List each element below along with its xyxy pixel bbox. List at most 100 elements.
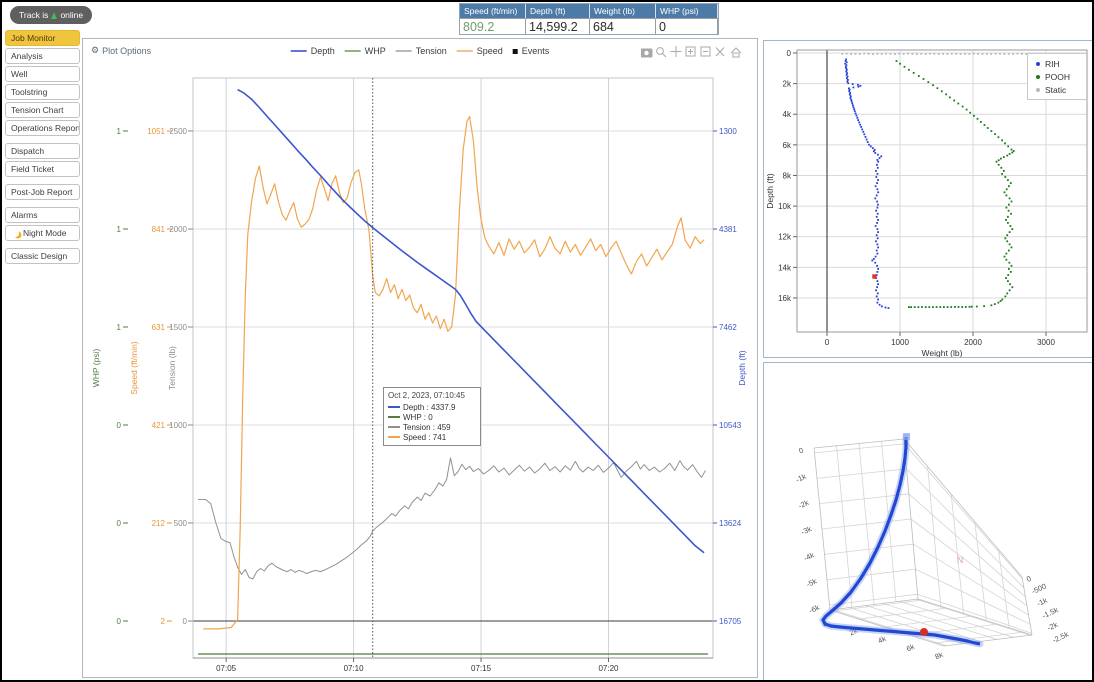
axis-box-edge: [903, 438, 1023, 578]
grid-line-3d: [998, 549, 1010, 628]
legend-item-speed[interactable]: Speed: [456, 46, 503, 56]
sidebar-item-dispatch[interactable]: Dispatch: [5, 143, 80, 159]
reset-axes-icon[interactable]: [730, 47, 742, 58]
wellhead-marker: [903, 433, 910, 440]
data-point: [1006, 234, 1009, 237]
sidebar-item-field-ticket[interactable]: Field Ticket: [5, 161, 80, 177]
data-point: [910, 306, 912, 308]
legend-label: Tension: [415, 46, 447, 56]
legend-dot-swatch: [1036, 61, 1040, 66]
data-point: [994, 52, 997, 55]
sidebar-item-post-job-report[interactable]: Post-Job Report: [5, 184, 80, 200]
data-point: [876, 301, 879, 304]
data-point: [846, 72, 848, 75]
data-point: [863, 133, 866, 136]
sidebar-item-tension-chart[interactable]: Tension Chart: [5, 102, 80, 118]
data-point: [875, 289, 877, 292]
scatter-legend-item-pooh[interactable]: POOH: [1030, 70, 1084, 83]
data-point: [845, 52, 848, 55]
data-point: [942, 52, 944, 55]
data-point: [859, 84, 862, 87]
weight-depth-panel: 0 1000 2000 3000 0 2k 4k 6k 8k 10k 12k 14k 16k Weight…: [763, 40, 1093, 358]
data-point: [874, 255, 877, 258]
z-tick-label: -6k: [808, 603, 821, 616]
data-point: [875, 274, 878, 276]
tension-tick-label: 1500: [169, 323, 187, 332]
depth-tick-label: 4k: [783, 110, 792, 119]
data-point: [924, 53, 927, 55]
data-point: [1010, 200, 1013, 203]
rect-shape: [685, 46, 696, 57]
z-tick-label: -3k: [800, 524, 813, 537]
data-point: [845, 58, 847, 61]
sidebar-item-alarms[interactable]: Alarms: [5, 207, 80, 223]
zoom-out-icon[interactable]: [700, 46, 711, 57]
legend-line-swatch: [290, 50, 307, 52]
data-point: [876, 237, 879, 240]
data-point: [933, 53, 936, 55]
path-shape: [730, 47, 742, 54]
legend-item-depth[interactable]: Depth: [290, 46, 335, 56]
scatter-legend-item-rih[interactable]: RIH: [1030, 57, 1084, 70]
zoom-in-icon[interactable]: [685, 46, 696, 57]
data-point: [850, 53, 852, 55]
pan-icon[interactable]: [670, 46, 682, 57]
data-point: [932, 84, 934, 87]
stats-value-row: 809.2 14,599.2 684 0: [460, 18, 718, 34]
weight-tick-label: 0: [825, 338, 830, 347]
data-point: [957, 306, 960, 308]
data-point: [1008, 203, 1010, 206]
sidebar-item-classic-design[interactable]: Classic Design: [5, 248, 80, 264]
scatter-legend-item-static[interactable]: Static: [1030, 83, 1084, 96]
data-point: [903, 65, 906, 68]
moon-icon: [12, 230, 19, 237]
north-label: N: [957, 555, 964, 565]
legend-item-events[interactable]: Events: [512, 46, 550, 56]
speed-axis-title: Speed (ft/min): [129, 341, 139, 395]
legend-label: Events: [521, 46, 550, 56]
sidebar-item-night-mode[interactable]: Night Mode: [5, 225, 80, 241]
weight-tick-label: 2000: [964, 338, 982, 347]
data-point: [853, 110, 856, 113]
autoscale-icon[interactable]: [715, 47, 725, 57]
sidebar-item-label: Well: [11, 68, 28, 79]
data-point: [922, 78, 925, 80]
data-point: [995, 160, 998, 163]
plot-border: [796, 49, 1088, 333]
data-point: [885, 52, 887, 55]
axis-box-edge: [829, 609, 945, 647]
data-point: [1007, 215, 1009, 218]
camera-icon[interactable]: [641, 48, 653, 58]
depth-tick-label: 7462: [719, 323, 737, 332]
sidebar-item-operations-report[interactable]: Operations Report: [5, 120, 80, 136]
depth-tick-label: 6k: [783, 141, 792, 150]
trajectory-3d-chart[interactable]: 0-1k-2k-3k-4k-5k-6k02k4k6k8k0-500-1k-1.5…: [764, 363, 1093, 681]
whp-tick-label: 0: [117, 519, 122, 528]
data-point: [997, 159, 1000, 162]
sidebar-item-analysis[interactable]: Analysis: [5, 48, 80, 64]
data-point: [874, 197, 877, 200]
data-point: [873, 148, 876, 151]
data-point: [857, 119, 860, 121]
weight-depth-scatter-chart[interactable]: 0 1000 2000 3000 0 2k 4k 6k 8k 10k 12k 14k 16k Weight…: [764, 41, 1093, 357]
zoom-icon[interactable]: [656, 47, 667, 58]
data-point: [856, 116, 859, 119]
sidebar-item-job-monitor[interactable]: Job Monitor: [5, 30, 80, 46]
legend-item-tension[interactable]: Tension: [395, 46, 447, 56]
data-point: [849, 92, 852, 94]
data-point: [852, 104, 854, 107]
data-point: [1005, 252, 1008, 255]
legend-item-whp[interactable]: WHP: [344, 46, 386, 56]
sidebar-item-well[interactable]: Well: [5, 66, 80, 82]
depth-tick-label: 8k: [783, 171, 792, 180]
data-point: [1011, 286, 1014, 289]
data-point: [939, 306, 942, 308]
plot-options-button[interactable]: ⚙ Plot Options: [91, 45, 151, 56]
track-status-button[interactable]: Track is online: [10, 6, 93, 24]
sidebar-item-toolstring[interactable]: Toolstring: [5, 84, 80, 100]
time-series-chart[interactable]: 1110001051841631421212225002000150010005…: [83, 39, 757, 677]
data-point: [859, 123, 862, 126]
data-point: [1016, 52, 1019, 55]
data-point: [997, 301, 1000, 304]
data-point: [1008, 231, 1011, 233]
